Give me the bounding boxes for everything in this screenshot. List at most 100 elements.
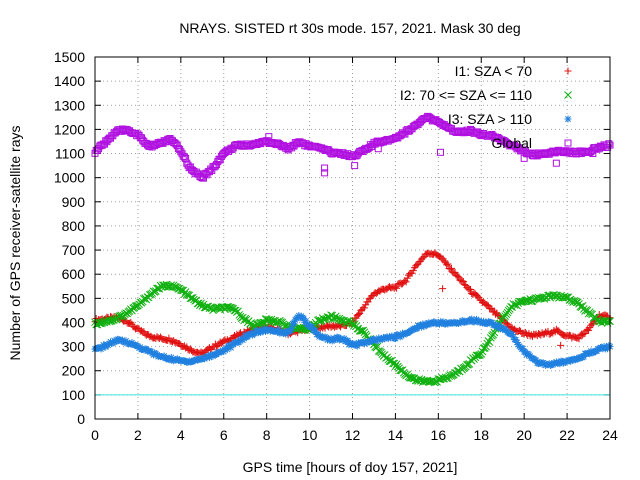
data-point [553,291,562,300]
data-point [413,120,421,128]
data-point [605,140,613,148]
data-point [93,146,101,154]
data-point [103,138,111,146]
data-point [444,260,452,268]
data-point [575,335,583,343]
x-tick-label: 12 [345,427,361,443]
data-point [443,123,451,131]
data-point [373,342,382,351]
outlier-point [589,150,597,158]
data-point [477,349,486,358]
data-point [485,338,494,346]
y-tick-label: 800 [62,218,86,234]
data-point [227,344,235,352]
data-point [172,140,180,148]
y-tick-label: 0 [77,411,85,427]
data-point [290,319,298,327]
data-point [102,343,110,351]
legend-marker [564,115,572,123]
y-tick-label: 100 [62,387,86,403]
data-point [192,168,200,176]
data-point [326,336,334,344]
data-point [240,335,248,343]
data-point [302,317,310,325]
data-point [600,342,608,350]
y-tick-label: 600 [62,266,86,282]
series-2 [91,280,614,387]
data-point [443,261,451,269]
outlier-point [284,145,292,153]
data-point [127,318,135,326]
data-point [104,135,112,143]
data-point [351,320,359,328]
data-point [109,339,117,347]
data-point [364,144,372,152]
x-tick-label: 14 [388,427,404,443]
data-point [467,286,475,294]
data-point [458,277,466,285]
data-point [176,145,184,153]
y-tick-label: 400 [62,314,86,330]
data-point [418,323,426,331]
series-4 [91,112,614,182]
outlier-point [321,169,329,177]
x-tick-label: 4 [177,427,185,443]
grid [95,57,610,419]
data-point [444,124,452,132]
data-point [149,351,157,359]
y-tick-label: 300 [62,339,86,355]
data-point [147,347,155,355]
data-point [346,339,354,347]
data-point [295,312,303,320]
data-point [436,320,444,328]
y-tick-label: 200 [62,363,86,379]
data-point [393,284,401,292]
data-point [487,304,495,312]
x-tick-label: 20 [516,427,532,443]
data-point [312,327,320,335]
data-point [96,142,104,150]
data-point [323,313,332,321]
y-tick-label: 1400 [54,73,85,89]
y-tick-label: 900 [62,194,86,210]
data-point [483,339,492,348]
data-point [525,297,533,306]
data-point [586,350,594,358]
data-point [453,367,462,375]
legend-marker [564,91,572,99]
x-tick-label: 18 [473,427,489,443]
data-point [513,338,521,346]
data-point [532,356,540,364]
data-point [182,155,190,163]
data-point [489,330,498,339]
data-point [463,360,471,369]
y-axis-label: Number of GPS receiver-satellite rays [7,126,23,361]
data-point [455,273,463,281]
data-point [604,317,613,325]
legend-marker [564,67,572,75]
data-point [397,332,405,340]
y-tick-label: 1100 [55,146,85,162]
y-tick-label: 500 [62,290,86,306]
y-tick-label: 700 [62,242,86,258]
data-point [353,151,361,159]
data-point [360,304,368,312]
legend-label: I2: 70 <= SZA <= 110 [400,87,532,103]
data-point [137,134,145,142]
data-point [135,131,143,139]
data-point [409,123,417,131]
data-point [494,321,502,329]
data-point [320,315,328,324]
legend: I1: SZA < 70 I2: 70 <= SZA <= 110 I3: SZA … [400,63,572,151]
outlier-point [552,159,560,167]
data-point [419,254,427,262]
data-point [562,293,570,302]
outlier-point [557,341,565,349]
data-point [276,140,284,148]
outlier-point [265,133,273,141]
data-point [211,162,219,170]
y-tick-label: 1200 [54,121,85,137]
data-point [208,166,216,174]
data-point [519,345,527,353]
data-point [413,325,421,333]
